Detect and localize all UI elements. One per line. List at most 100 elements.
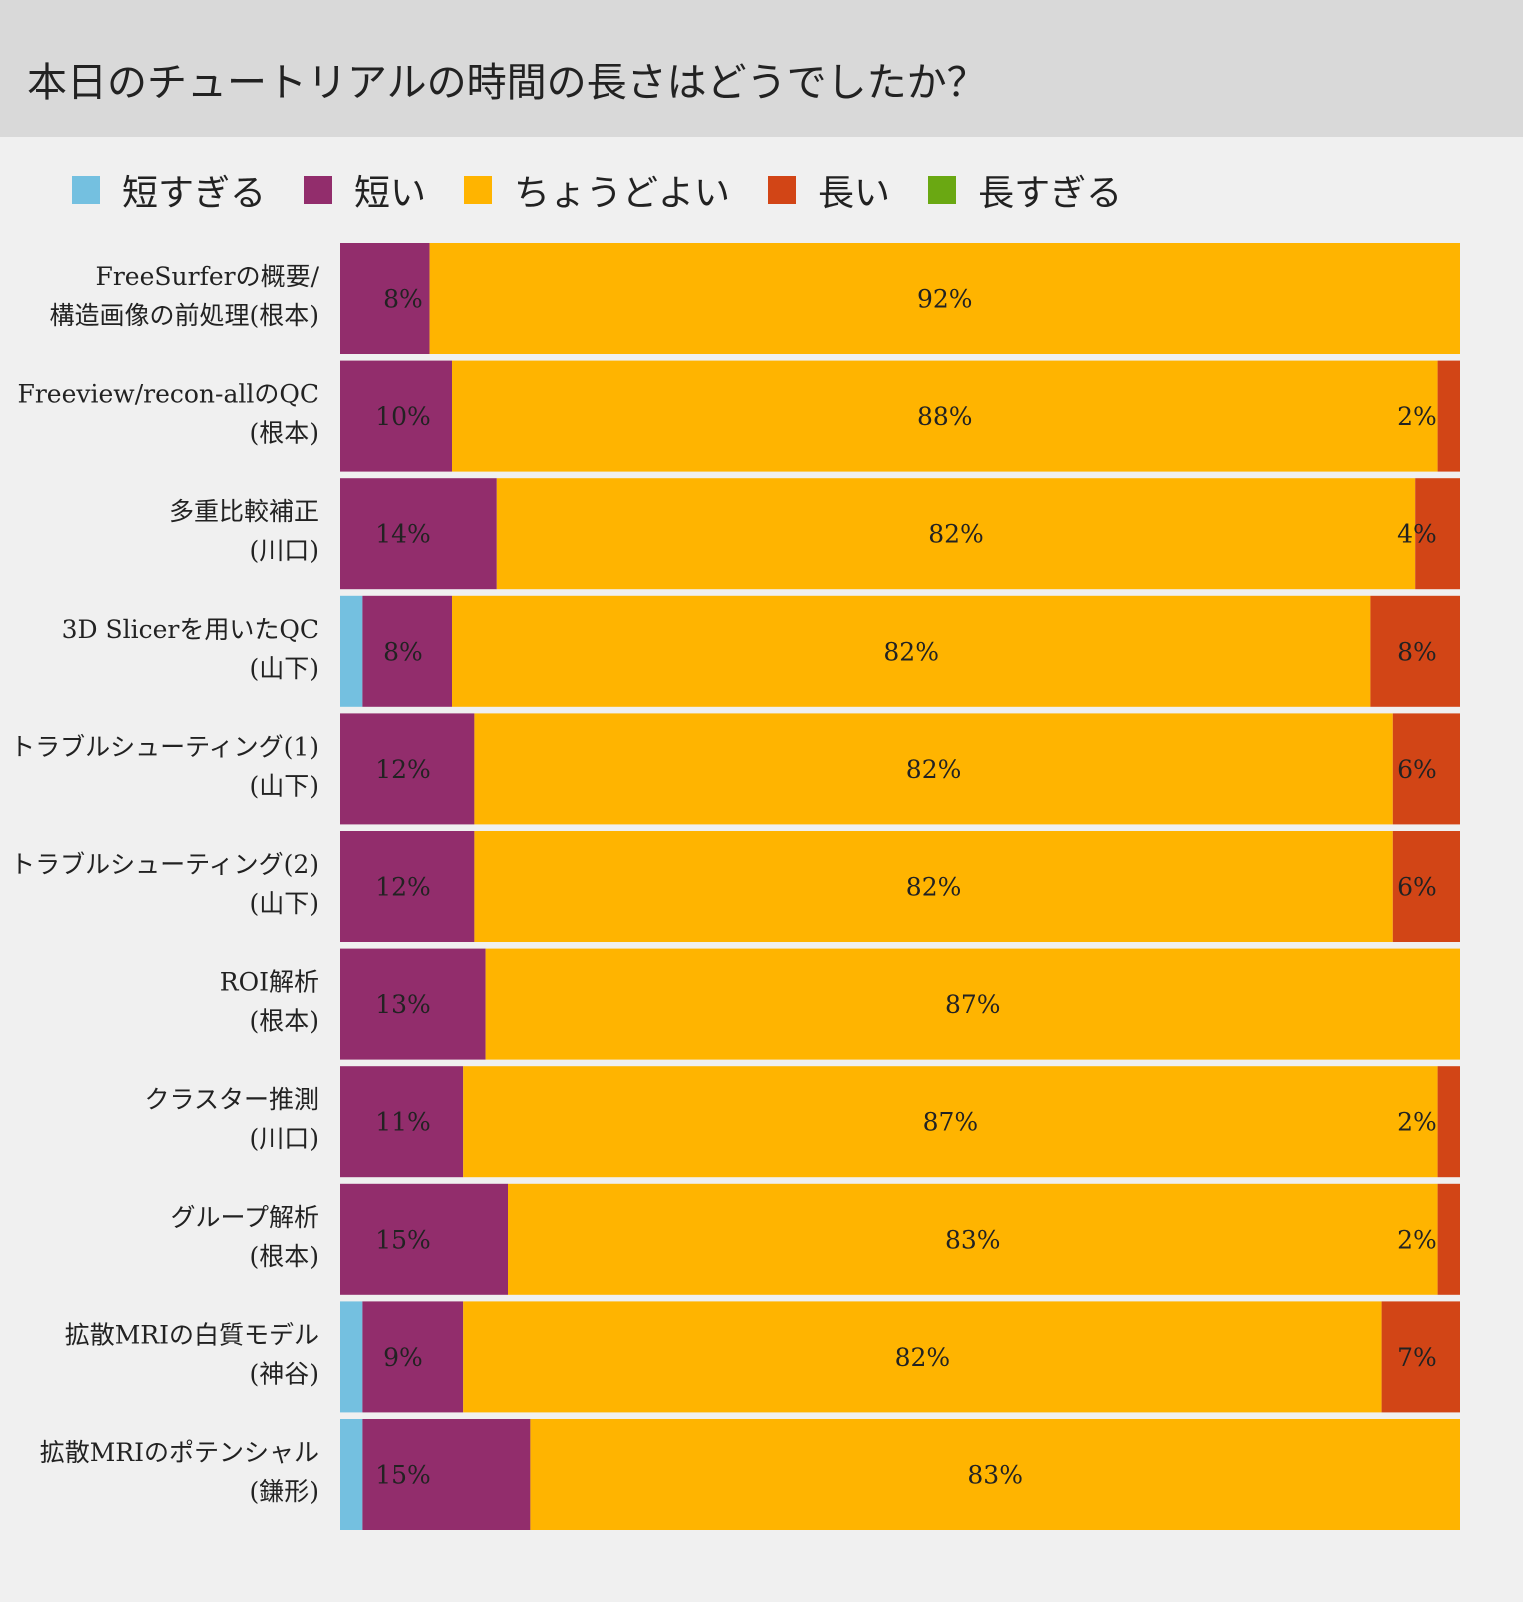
data-label: 82% — [906, 873, 962, 902]
data-label: 82% — [928, 520, 984, 549]
legend-label: ちょうどよい — [514, 173, 731, 214]
data-label: 83% — [967, 1461, 1023, 1490]
data-label: 82% — [883, 637, 939, 666]
category-label: (山下) — [249, 654, 319, 683]
data-label: 15% — [375, 1461, 431, 1490]
bar-segment — [340, 1066, 464, 1178]
data-label: 2% — [1397, 1225, 1437, 1254]
legend-label: 短すぎる — [122, 173, 267, 214]
bar-segment — [362, 595, 452, 707]
data-label: 9% — [383, 1343, 423, 1372]
bar-segment — [340, 595, 363, 707]
bar-segment — [1392, 831, 1460, 942]
bar-segment — [496, 478, 1416, 590]
category-label: (川口) — [249, 1124, 319, 1153]
category-label: Freeview/recon-allのQC — [18, 380, 320, 409]
data-label: 15% — [375, 1225, 431, 1254]
data-label: 8% — [1397, 637, 1437, 666]
bar-segment — [340, 243, 430, 354]
bar-segment — [508, 1183, 1438, 1295]
bar-segment — [362, 1419, 531, 1530]
legend-item: ちょうどよい — [464, 164, 730, 216]
bar-segment — [1437, 1183, 1460, 1295]
category-label: (鎌形) — [249, 1477, 319, 1506]
bar-segment — [1381, 1301, 1460, 1413]
category-label: トラブルシューティング(1) — [10, 732, 319, 761]
category-label: 3D Slicerを用いたQC — [62, 615, 319, 644]
data-label: 87% — [945, 990, 1001, 1019]
legend-swatch — [768, 176, 797, 204]
category-label: クラスター推測 — [144, 1085, 319, 1114]
bar-segment — [1392, 713, 1460, 825]
data-label: 7% — [1397, 1343, 1437, 1372]
legend-swatch — [928, 176, 957, 204]
legend-item: 短すぎる — [72, 164, 266, 216]
data-label: 11% — [375, 1108, 431, 1137]
bar-segment — [429, 243, 1461, 354]
legend-item: 長すぎる — [928, 164, 1122, 216]
data-label: 2% — [1397, 402, 1437, 431]
category-label: グループ解析 — [170, 1203, 319, 1232]
data-label: 6% — [1397, 873, 1437, 902]
bar-segment — [1437, 1066, 1460, 1178]
bar-segment — [340, 948, 486, 1060]
bar-segment — [452, 595, 1371, 707]
data-label: 8% — [383, 285, 423, 314]
category-label: 拡散MRIの白質モデル — [65, 1320, 319, 1349]
data-label: 92% — [917, 285, 973, 314]
bar-segment — [340, 360, 452, 472]
data-label: 6% — [1397, 755, 1437, 784]
data-label: 88% — [917, 402, 973, 431]
data-label: 10% — [375, 402, 431, 431]
category-label: トラブルシューティング(2) — [10, 850, 319, 879]
category-label: 拡散MRIのポテンシャル — [40, 1438, 319, 1467]
bar-segment — [1370, 595, 1460, 707]
data-label: 13% — [375, 990, 431, 1019]
bar-segment — [340, 478, 497, 590]
data-label: 82% — [895, 1343, 951, 1372]
data-label: 4% — [1397, 520, 1437, 549]
bar-segment — [1437, 360, 1460, 472]
bar-segment — [1415, 478, 1460, 590]
bar-segment — [340, 831, 475, 942]
bar-segment — [463, 1066, 1438, 1178]
legend-item: 短い — [304, 164, 426, 216]
bar-segment — [463, 1301, 1382, 1413]
data-label: 83% — [945, 1225, 1001, 1254]
data-label: 87% — [923, 1108, 979, 1137]
category-label: FreeSurferの概要/ — [96, 262, 320, 291]
legend-swatch — [464, 176, 493, 204]
bar-segment — [362, 1301, 464, 1413]
category-label: (山下) — [249, 771, 319, 800]
bar-segment — [340, 1419, 363, 1530]
legend-swatch — [304, 176, 333, 204]
legend-label: 長い — [818, 173, 891, 214]
category-label: (根本) — [249, 1242, 319, 1271]
chart-title: 本日のチュートリアルの時間の長さはどうでしたか？ — [27, 60, 987, 106]
data-label: 14% — [375, 520, 431, 549]
legend: 短すぎる 短い ちょうどよい 長い 長すぎる — [72, 164, 1160, 216]
category-label: (川口) — [249, 536, 319, 565]
legend-item: 長い — [768, 164, 890, 216]
data-label: 12% — [375, 873, 431, 902]
data-label: 8% — [383, 637, 423, 666]
category-label: 多重比較補正 — [169, 497, 319, 526]
bar-segment — [474, 713, 1393, 825]
bar-segment — [340, 713, 475, 825]
category-label: (根本) — [249, 1007, 319, 1036]
bar-segment — [485, 948, 1461, 1060]
data-label: 2% — [1397, 1108, 1437, 1137]
category-label: (根本) — [249, 419, 319, 448]
title-bar: 本日のチュートリアルの時間の長さはどうでしたか？ — [0, 0, 1523, 137]
bar-segment — [340, 1183, 508, 1295]
bar-segment — [474, 831, 1393, 942]
bar-segment — [530, 1419, 1460, 1530]
legend-label: 長すぎる — [978, 173, 1123, 214]
bar-segment — [340, 1301, 363, 1413]
category-label: 構造画像の前処理(根本) — [49, 301, 319, 330]
legend-swatch — [72, 176, 100, 204]
category-label: (神谷) — [249, 1359, 319, 1388]
data-label: 82% — [906, 755, 962, 784]
